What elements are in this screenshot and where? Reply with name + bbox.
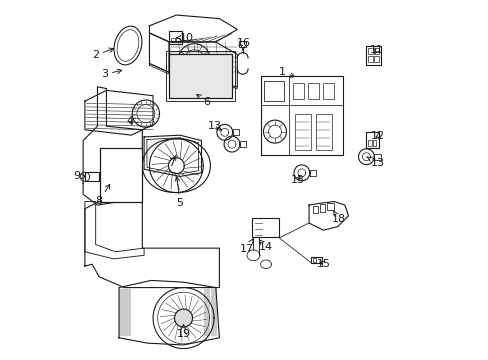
Text: 13: 13 (208, 121, 222, 131)
Bar (187, 54, 196, 63)
Bar (100, 148, 142, 202)
Text: 15: 15 (316, 258, 330, 269)
Bar (367, 56, 372, 62)
Bar (166, 51, 234, 101)
Bar (373, 48, 378, 54)
Bar (223, 72, 231, 80)
Text: 12: 12 (370, 131, 384, 141)
Text: 13: 13 (366, 157, 384, 168)
Bar (171, 38, 175, 41)
Bar (366, 45, 380, 65)
Bar (214, 63, 223, 72)
Bar (85, 172, 99, 181)
Text: 17: 17 (240, 239, 254, 254)
Text: 1: 1 (278, 67, 294, 77)
Bar (315, 114, 331, 149)
Bar (169, 54, 231, 98)
Ellipse shape (114, 26, 142, 65)
Text: 11: 11 (369, 45, 384, 55)
Bar (294, 114, 310, 149)
Bar (319, 204, 325, 212)
Text: 19: 19 (176, 324, 190, 339)
Text: 7: 7 (168, 155, 176, 168)
Bar (307, 83, 318, 99)
Text: 16: 16 (236, 38, 250, 51)
Text: 13: 13 (290, 175, 304, 185)
Bar (292, 83, 303, 99)
Text: 6: 6 (196, 94, 210, 107)
Bar (312, 206, 317, 213)
Bar (178, 63, 187, 72)
Bar (204, 54, 214, 63)
Bar (196, 80, 204, 89)
Text: 14: 14 (259, 239, 272, 252)
Bar (323, 83, 333, 99)
Bar (214, 80, 223, 89)
Bar (169, 72, 178, 80)
Text: 4: 4 (127, 116, 134, 126)
Bar (367, 48, 372, 54)
Bar (326, 203, 333, 211)
Text: 5: 5 (175, 177, 183, 208)
Bar (372, 140, 376, 145)
Bar (176, 38, 180, 41)
Text: 3: 3 (101, 69, 122, 79)
Polygon shape (174, 309, 192, 327)
Bar (196, 63, 204, 72)
Bar (223, 89, 231, 98)
Bar (264, 81, 284, 101)
Bar (169, 31, 182, 44)
Bar (310, 257, 321, 263)
Bar (187, 72, 196, 80)
Text: 10: 10 (176, 33, 193, 42)
Bar (169, 54, 231, 98)
Bar (312, 258, 315, 262)
Bar (204, 72, 214, 80)
Bar (367, 140, 371, 145)
Text: 8: 8 (96, 184, 109, 206)
Bar (223, 54, 231, 63)
Bar (373, 56, 378, 62)
Bar (169, 89, 178, 98)
Text: 18: 18 (331, 211, 345, 224)
Bar (178, 80, 187, 89)
Bar (239, 41, 246, 47)
Text: 2: 2 (92, 48, 113, 60)
Bar (187, 89, 196, 98)
Text: 9: 9 (73, 171, 85, 181)
Bar (251, 218, 278, 237)
Bar (169, 54, 178, 63)
Bar (204, 89, 214, 98)
Bar (366, 132, 378, 148)
Bar (100, 148, 142, 202)
